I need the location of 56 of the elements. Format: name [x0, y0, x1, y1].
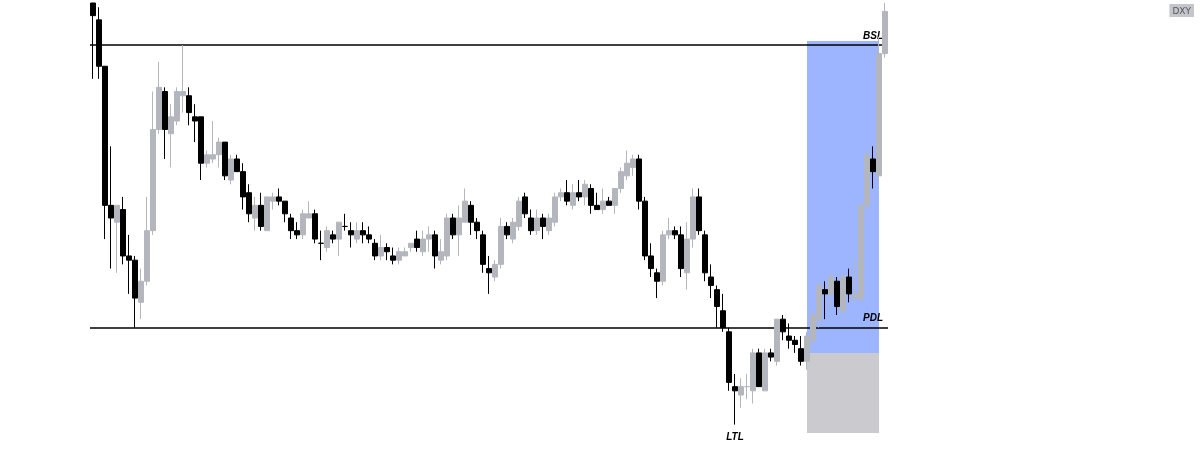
candlestick [564, 179, 570, 206]
candlestick [702, 230, 708, 282]
text: DXY [1172, 5, 1192, 16]
annotation: LTL [726, 430, 744, 442]
candlestick [432, 230, 438, 270]
candlestick [834, 276, 840, 316]
candlestick [528, 209, 534, 236]
candlestick [384, 242, 390, 261]
candlestick [762, 348, 768, 392]
candlestick [768, 348, 774, 362]
candlestick [582, 179, 588, 206]
candlestick [336, 221, 342, 257]
candlestick [354, 221, 360, 244]
candlestick [570, 183, 576, 211]
candlestick [324, 225, 330, 253]
candlestick [312, 209, 318, 244]
candlestick [522, 192, 528, 219]
candlestick [348, 221, 354, 249]
candlestick [222, 141, 228, 181]
candlestick [480, 230, 486, 274]
candlestick [450, 213, 456, 240]
candlestick [708, 263, 714, 299]
candlestick [486, 255, 492, 295]
candlestick [390, 247, 396, 265]
candlestick [252, 196, 258, 232]
candlestick [114, 204, 120, 274]
candlestick [732, 373, 738, 426]
candlestick [774, 318, 780, 367]
candlestick [798, 335, 804, 367]
candlestick [756, 348, 762, 388]
candlestick [576, 179, 582, 202]
candlestick [606, 196, 612, 206]
candlestick [870, 145, 876, 189]
candlestick [228, 154, 234, 185]
candlestick [840, 272, 846, 316]
candlestick [342, 213, 348, 232]
candlestick [822, 280, 828, 320]
candlestick [504, 221, 510, 240]
candlestick [330, 230, 336, 244]
candlestick [846, 268, 852, 303]
ref-line-label: BSL [863, 29, 883, 41]
candlestick [162, 86, 168, 160]
candlestick [378, 234, 384, 261]
candlestick [654, 268, 660, 299]
candlestick [318, 230, 324, 261]
candlestick [408, 242, 414, 253]
candlestick [414, 230, 420, 253]
ref-line-label: PDL [863, 312, 883, 324]
candlestick [600, 187, 606, 215]
candlestick [186, 86, 192, 126]
candlestick [258, 192, 264, 232]
candlestick [828, 272, 834, 308]
candlestick [696, 187, 702, 236]
candlestick [372, 238, 378, 261]
candlestick [540, 213, 546, 240]
candlestick [534, 209, 540, 236]
